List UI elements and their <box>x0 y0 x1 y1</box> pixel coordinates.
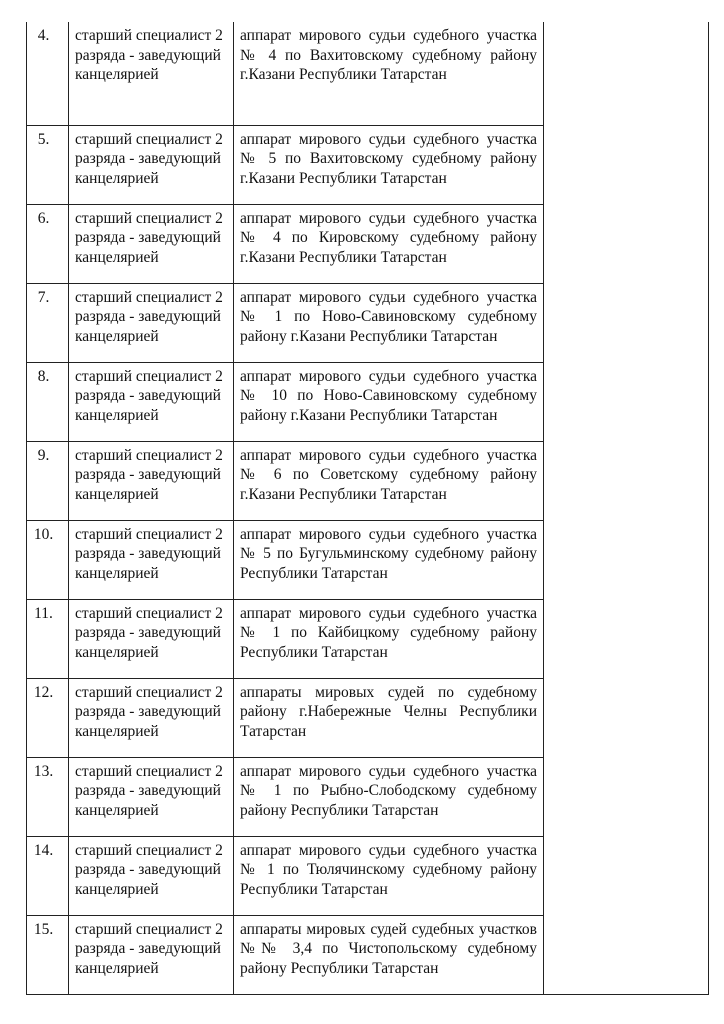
row-number: 7. <box>26 282 69 363</box>
position-cell: старший специалист 2 разряда - заведующи… <box>68 677 234 758</box>
table-row: 11. старший специалист 2 разряда - заведу… <box>26 598 709 679</box>
row-number: 13. <box>26 756 69 837</box>
department-cell: аппараты мировых судей судебных участков… <box>233 914 544 995</box>
position-cell: старший специалист 2 разряда - заведующи… <box>68 835 234 916</box>
row-number: 6. <box>26 203 69 284</box>
row-number: 12. <box>26 677 69 758</box>
position-cell: старший специалист 2 разряда - заведующи… <box>68 440 234 521</box>
row-number: 4. <box>26 22 69 126</box>
department-cell: аппарат мирового судьи судебного участка… <box>233 756 544 837</box>
department-cell: аппараты мировых судей по судебному райо… <box>233 677 544 758</box>
position-cell: старший специалист 2 разряда - заведующи… <box>68 282 234 363</box>
table-body: 4. старший специалист 2 разряда - заведую… <box>26 22 709 995</box>
table-row: 7. старший специалист 2 разряда - заведую… <box>26 282 709 363</box>
department-cell: аппарат мирового судьи судебного участка… <box>233 835 544 916</box>
table-row: 10. старший специалист 2 разряда - заведу… <box>26 519 709 600</box>
vacancy-table: 4. старший специалист 2 разряда - заведую… <box>26 22 709 995</box>
department-cell: аппарат мирового судьи судебного участка… <box>233 598 544 679</box>
department-cell: аппарат мирового судьи судебного участка… <box>233 203 544 284</box>
empty-column-cell <box>543 22 709 995</box>
row-number: 14. <box>26 835 69 916</box>
position-cell: старший специалист 2 разряда - заведующи… <box>68 361 234 442</box>
table-row: 5. старший специалист 2 разряда - заведую… <box>26 124 709 205</box>
position-cell: старший специалист 2 разряда - заведующи… <box>68 22 234 126</box>
table-row: 12. старший специалист 2 разряда - заведу… <box>26 677 709 758</box>
table-row: 15. старший специалист 2 разряда - заведу… <box>26 914 709 995</box>
department-cell: аппарат мирового судьи судебного участка… <box>233 22 544 126</box>
table-row: 4. старший специалист 2 разряда - заведую… <box>26 22 709 995</box>
department-cell: аппарат мирового судьи судебного участка… <box>233 124 544 205</box>
position-cell: старший специалист 2 разряда - заведующи… <box>68 203 234 284</box>
department-cell: аппарат мирового судьи судебного участка… <box>233 361 544 442</box>
position-cell: старший специалист 2 разряда - заведующи… <box>68 124 234 205</box>
table-row: 9. старший специалист 2 разряда - заведую… <box>26 440 709 521</box>
table-row: 8. старший специалист 2 разряда - заведую… <box>26 361 709 442</box>
row-number: 11. <box>26 598 69 679</box>
row-number: 15. <box>26 914 69 995</box>
row-number: 8. <box>26 361 69 442</box>
department-cell: аппарат мирового судьи судебного участка… <box>233 519 544 600</box>
department-cell: аппарат мирового судьи судебного участка… <box>233 440 544 521</box>
table-row: 14. старший специалист 2 разряда - заведу… <box>26 835 709 916</box>
position-cell: старший специалист 2 разряда - заведующи… <box>68 519 234 600</box>
position-cell: старший специалист 2 разряда - заведующи… <box>68 598 234 679</box>
position-cell: старший специалист 2 разряда - заведующи… <box>68 914 234 995</box>
table-row: 6. старший специалист 2 разряда - заведую… <box>26 203 709 284</box>
department-cell: аппарат мирового судьи судебного участка… <box>233 282 544 363</box>
position-cell: старший специалист 2 разряда - заведующи… <box>68 756 234 837</box>
row-number: 10. <box>26 519 69 600</box>
row-number: 9. <box>26 440 69 521</box>
row-number: 5. <box>26 124 69 205</box>
